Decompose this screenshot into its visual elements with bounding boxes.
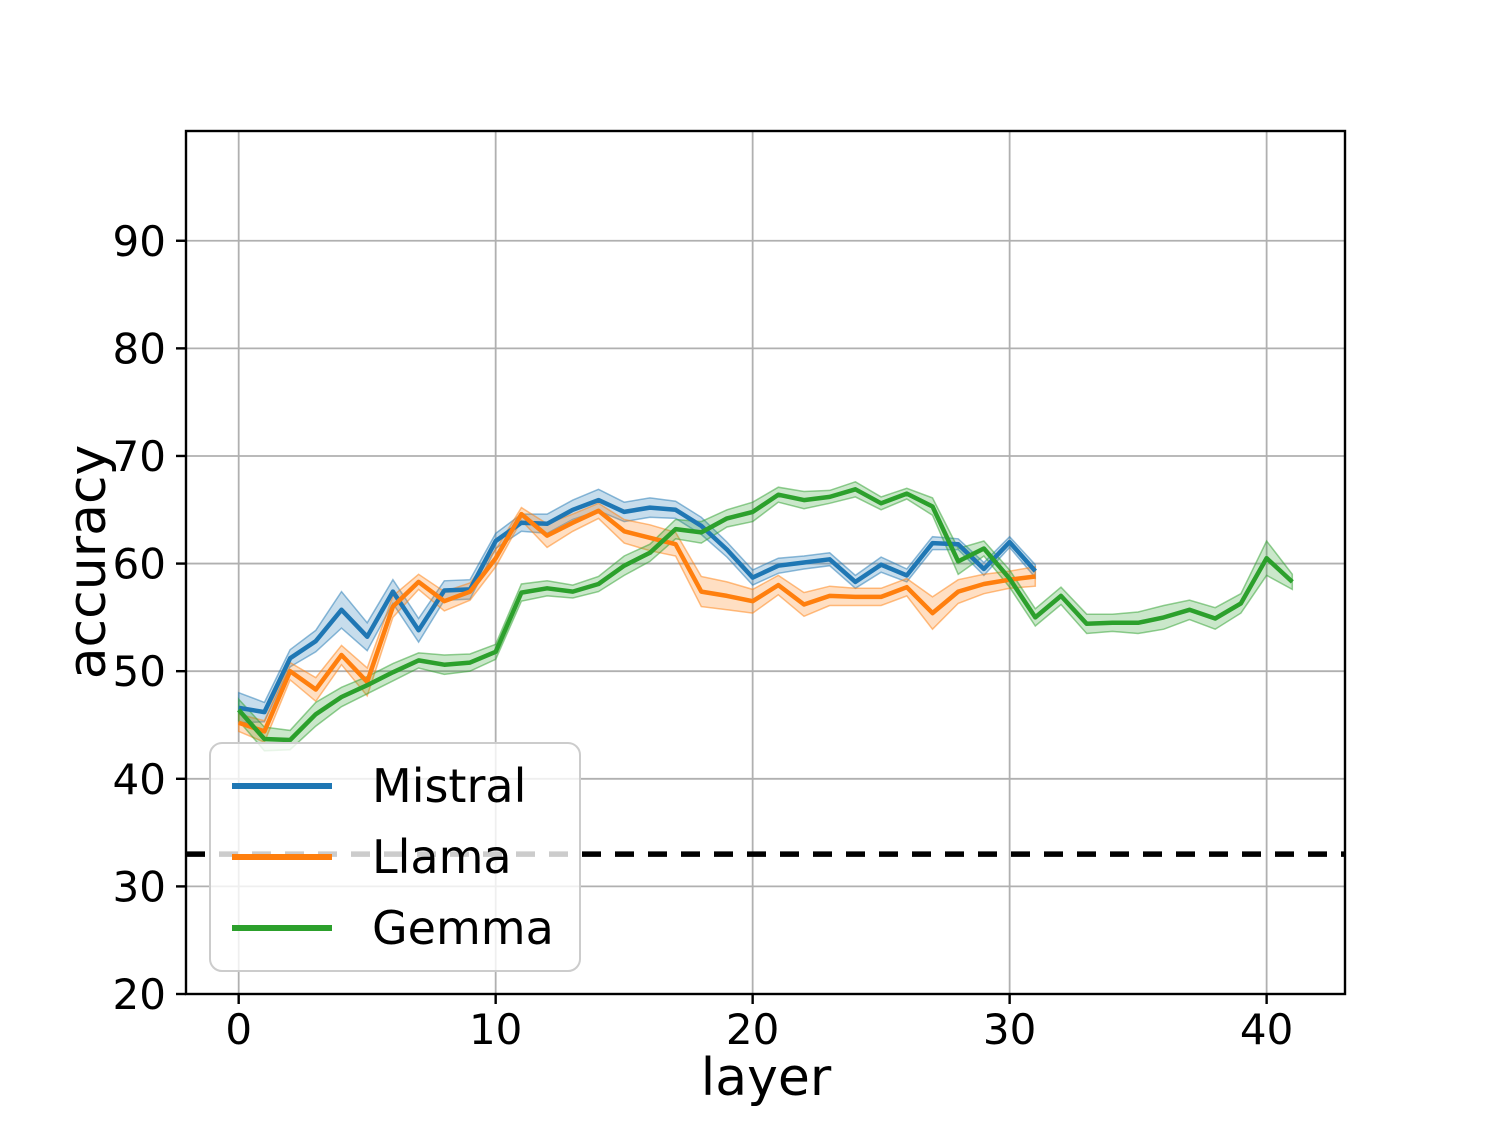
legend-entry-gemma: Gemma bbox=[211, 905, 579, 951]
y-tick-label-60: 60 bbox=[113, 540, 166, 589]
gemma-line bbox=[237, 487, 1294, 743]
y-tick-label-70: 70 bbox=[113, 432, 166, 481]
x-tick-label-0: 0 bbox=[225, 1005, 252, 1054]
gemma-confidence-band bbox=[237, 480, 1294, 752]
legend-entry-mistral: Mistral bbox=[211, 763, 579, 809]
x-axis-label: layer bbox=[700, 1048, 832, 1108]
x-tick-label-20: 20 bbox=[726, 1005, 779, 1054]
legend: Mistral Llama Gemma bbox=[209, 742, 581, 972]
legend-label-mistral: Mistral bbox=[372, 758, 527, 813]
y-tick-label-20: 20 bbox=[113, 970, 166, 1019]
x-tick-label-40: 40 bbox=[1240, 1005, 1293, 1054]
x-tick-label-10: 10 bbox=[469, 1005, 522, 1054]
y-tick-label-30: 30 bbox=[113, 862, 166, 911]
llama-line-swatch bbox=[232, 853, 332, 860]
x-tick-label-30: 30 bbox=[983, 1005, 1036, 1054]
legend-label-gemma: Gemma bbox=[372, 901, 554, 956]
y-tick-label-40: 40 bbox=[113, 755, 166, 804]
y-tick-label-90: 90 bbox=[113, 217, 166, 266]
y-tick-label-80: 80 bbox=[113, 324, 166, 373]
legend-label-llama: Llama bbox=[372, 829, 512, 884]
y-axis-label: accuracy bbox=[58, 444, 118, 680]
legend-entry-llama: Llama bbox=[211, 834, 579, 880]
mistral-line bbox=[238, 497, 1037, 715]
y-tick-label-50: 50 bbox=[113, 647, 166, 696]
llama-line bbox=[237, 508, 1036, 734]
mistral-line-swatch bbox=[232, 782, 332, 789]
llama-confidence-band bbox=[237, 502, 1037, 744]
gemma-line-swatch bbox=[232, 925, 332, 932]
